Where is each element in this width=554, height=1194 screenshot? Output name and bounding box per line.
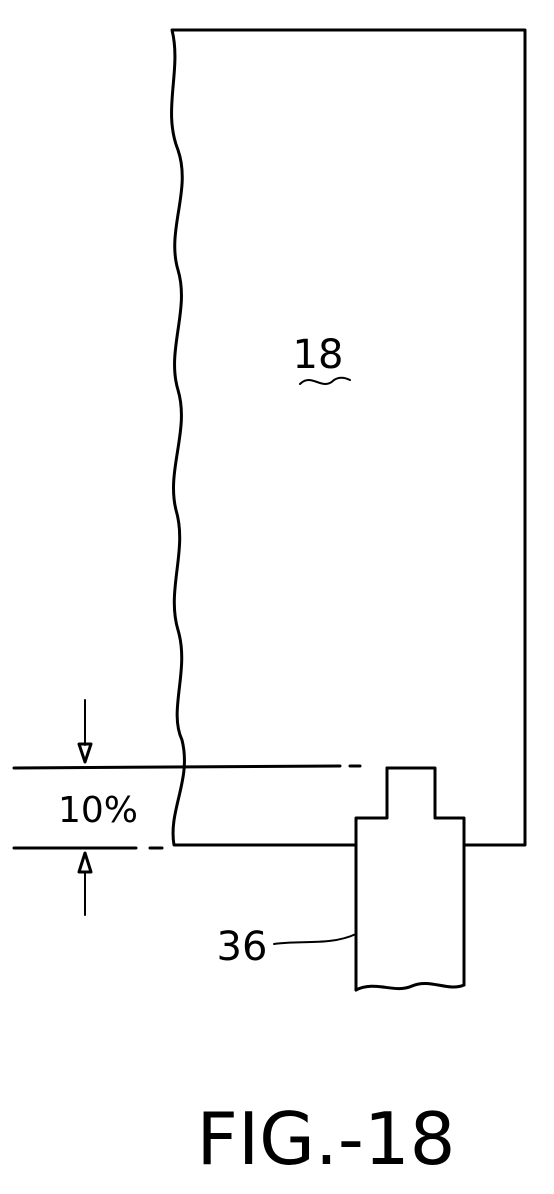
dimension-line-upper <box>14 766 340 768</box>
dimension-arrow-upper-head <box>79 744 91 762</box>
dimension-arrow-lower-head <box>79 853 91 872</box>
element-18-outline <box>172 30 525 845</box>
element-36-outline <box>387 768 464 985</box>
element-36-outline-left <box>356 768 387 990</box>
label-36-leader <box>274 934 356 944</box>
figure-caption: FIG.-18 <box>197 1097 456 1181</box>
label-element-18: 18 <box>293 332 344 378</box>
label-18-leader <box>300 378 350 384</box>
element-36-break-line <box>356 983 464 990</box>
label-dimension-10-percent: 10% <box>58 790 138 831</box>
label-element-36: 36 <box>217 924 268 970</box>
